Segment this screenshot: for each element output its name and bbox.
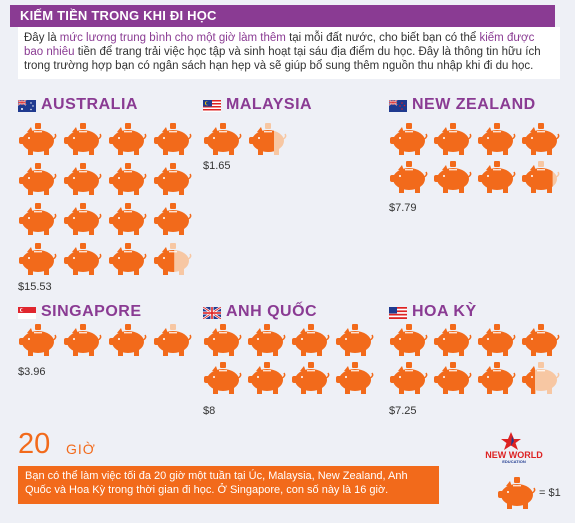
intro-highlight-2: kiếm được bao nhiêu [24, 32, 535, 58]
uk-flag-icon [202, 306, 222, 320]
piggy-bank-icon [247, 360, 287, 396]
partial-piggy-bank-icon [248, 121, 288, 157]
us-flag-icon [389, 306, 407, 319]
piggy-bank-icon [63, 322, 103, 358]
logo-line-2: EDUCATION [502, 459, 526, 464]
piggy-bank-icon [153, 201, 193, 237]
country-amount: $7.25 [389, 405, 417, 417]
header-bar [10, 5, 555, 27]
piggy-bank-icon [247, 322, 287, 358]
piggy-bank-icon [18, 161, 58, 197]
piggy-bank-icon [433, 121, 473, 157]
piggy-bank-icon [63, 241, 103, 277]
piggy-bank-icon [291, 360, 331, 396]
piggy-bank-icon [108, 322, 148, 358]
intro-text-2: tại mỗi đất nước, cho biết bạn có thể [285, 32, 480, 44]
australia-flag-icon [17, 99, 36, 112]
piggy-bank-icon [477, 360, 517, 396]
piggy-bank-icon [203, 121, 243, 157]
piggy-bank-icon [63, 201, 103, 237]
piggy-bank-icon [63, 161, 103, 197]
piggy-bank-icon [108, 241, 148, 277]
piggy-bank-icon [335, 360, 375, 396]
piggy-bank-icon [521, 121, 561, 157]
country-name: SINGAPORE [41, 303, 142, 320]
country-amount: $1.65 [203, 160, 231, 172]
partial-piggy-bank-icon [521, 159, 561, 195]
piggy-bank-icon [389, 121, 429, 157]
piggy-bank-icon [203, 322, 243, 358]
piggy-bank-icon [108, 121, 148, 157]
piggy-bank-icon [433, 322, 473, 358]
piggy-bank-icon [18, 201, 58, 237]
country-amount: $7.79 [389, 202, 417, 214]
piggy-bank-icon [108, 161, 148, 197]
piggy-bank-icon [203, 360, 243, 396]
country-name: AUSTRALIA [41, 96, 138, 113]
country-name: NEW ZEALAND [412, 96, 536, 113]
piggy-bank-icon [18, 241, 58, 277]
piggy-bank-icon [389, 322, 429, 358]
intro-text-1: Đây là [24, 32, 60, 44]
piggy-bank-icon [433, 360, 473, 396]
legend-label: = $1 [539, 487, 561, 499]
piggy-bank-icon [477, 322, 517, 358]
partial-piggy-bank-icon [153, 322, 193, 358]
country-name: ANH QUỐC [226, 303, 318, 320]
piggy-bank-icon [477, 159, 517, 195]
piggy-bank-icon [18, 121, 58, 157]
piggy-bank-icon [521, 322, 561, 358]
partial-piggy-bank-icon [153, 241, 193, 277]
new-zealand-flag-icon [388, 99, 407, 112]
country-amount: $15.53 [18, 281, 52, 293]
country-amount: $8 [203, 405, 216, 417]
singapore-flag-icon [18, 306, 36, 319]
country-name: MALAYSIA [226, 96, 313, 113]
piggy-bank-icon [291, 322, 331, 358]
logo-line-1: NEW WORLD [485, 450, 543, 460]
page-title: KIẾM TIỀN TRONG KHI ĐI HỌC [20, 8, 217, 23]
new-world-logo: NEW WORLD EDUCATION [485, 430, 543, 464]
malaysia-flag-icon [203, 99, 221, 112]
hours-unit: GIỜ [66, 441, 96, 457]
piggy-bank-icon [389, 159, 429, 195]
piggy-bank-icon [433, 159, 473, 195]
piggy-bank-icon [153, 121, 193, 157]
piggy-bank-icon [153, 161, 193, 197]
partial-piggy-bank-icon [521, 360, 561, 396]
intro-text-3: tiền để trang trải việc học tập và sinh … [24, 46, 541, 72]
work-hours-note: Bạn có thể làm việc tối đa 20 giờ một tu… [18, 466, 439, 504]
piggy-bank-icon [389, 360, 429, 396]
piggy-bank-icon [477, 121, 517, 157]
hours-number: 20 [18, 428, 51, 460]
piggy-bank-icon [63, 121, 103, 157]
intro-text: Đây là mức lương trung bình cho một giờ … [18, 27, 560, 79]
intro-highlight-1: mức lương trung bình cho một giờ làm thê… [59, 32, 286, 44]
piggy-bank-icon [335, 322, 375, 358]
country-amount: $3.96 [18, 366, 46, 378]
piggy-bank-icon [18, 322, 58, 358]
legend-piggy-bank-icon [497, 475, 537, 511]
piggy-bank-icon [108, 201, 148, 237]
country-name: HOA KỲ [412, 303, 477, 320]
